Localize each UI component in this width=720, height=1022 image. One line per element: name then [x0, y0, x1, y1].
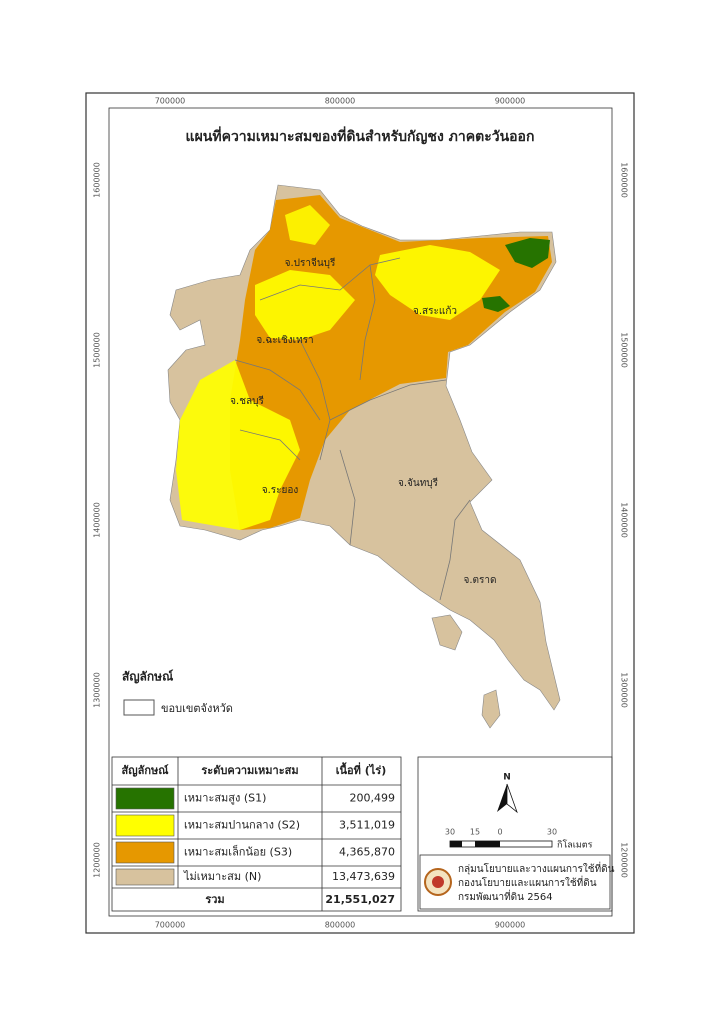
credit-line: กรมพัฒนาที่ดิน 2564	[458, 889, 553, 903]
x-grid-label: 800000	[325, 921, 356, 930]
island	[481, 689, 501, 729]
map: จ.ปราจีนบุรี จ.สระแก้ว จ.ฉะเชิงเทรา จ.ชล…	[167, 184, 561, 729]
scale-label: 15	[470, 828, 480, 837]
table-border	[111, 756, 402, 912]
province-label: จ.ชลบุรี	[230, 395, 264, 407]
y-grid-label: 1200000	[93, 842, 102, 878]
total-label: รวม	[205, 893, 224, 906]
province-label: จ.ฉะเชิงเทรา	[256, 335, 313, 346]
table-header: สัญลักษณ์	[122, 764, 170, 777]
north-arrow	[497, 784, 507, 812]
scale-unit: กิโลเมตร	[557, 840, 593, 851]
table-header: เนื้อที่ (ไร่)	[336, 762, 386, 777]
island	[431, 614, 463, 651]
y-grid-label: 1300000	[93, 672, 102, 708]
grid-labels: 700000 800000 900000 700000 800000 90000…	[93, 97, 629, 930]
province-label: จ.ตราด	[463, 575, 496, 586]
class-name: เหมาะสมปานกลาง (S2)	[184, 819, 300, 832]
y-grid-label: 1200000	[620, 842, 629, 878]
s2-zone	[285, 205, 330, 245]
province-label: จ.สระแก้ว	[413, 305, 457, 317]
y-grid-label: 1600000	[620, 162, 629, 198]
map-title: แผนที่ความเหมาะสมของที่ดินสำหรับกัญชง ภา…	[186, 126, 535, 145]
scale-label: 30	[445, 828, 455, 837]
s2-zone	[176, 360, 300, 530]
province-boundaries	[234, 257, 471, 601]
legend-swatch	[123, 699, 155, 716]
north-arrow	[506, 783, 518, 814]
agency-logo	[432, 876, 444, 888]
info-box	[417, 756, 613, 912]
x-grid-label: 800000	[325, 97, 356, 106]
legend-swatch	[115, 868, 175, 886]
y-grid-label: 1600000	[93, 162, 102, 198]
legend-label: ขอบเขตจังหวัด	[161, 702, 233, 715]
s1-zone	[482, 296, 510, 312]
s2-zone	[375, 245, 500, 320]
legend-swatch	[115, 841, 175, 864]
y-grid-label: 1300000	[620, 672, 629, 708]
y-grid-label: 1500000	[93, 332, 102, 368]
x-grid-label: 900000	[495, 921, 526, 930]
x-grid-label: 700000	[155, 921, 186, 930]
province-label: จ.จันทบุรี	[398, 477, 439, 489]
s1-zone	[505, 238, 550, 268]
total-area: 21,551,027	[325, 893, 395, 906]
legend-swatch	[115, 814, 175, 837]
credit-line: กองนโยบายและแผนการใช้ที่ดิน	[458, 875, 597, 889]
table-header: ระดับความเหมาะสม	[201, 764, 298, 777]
scale-segment	[450, 841, 462, 847]
scale-segment	[449, 840, 553, 848]
province-label: จ.ปราจีนบุรี	[285, 257, 336, 269]
north-label: N	[503, 773, 511, 783]
province-label: จ.ระยอง	[262, 485, 299, 496]
y-grid-label: 1400000	[620, 502, 629, 538]
scale-label: 0	[497, 828, 502, 837]
class-name: เหมาะสมเล็กน้อย (S3)	[184, 845, 292, 859]
legend-swatch	[115, 787, 175, 810]
suitability-table	[111, 756, 402, 912]
y-grid-label: 1400000	[93, 502, 102, 538]
credit-line: กลุ่มนโยบายและวางแผนการใช้ที่ดิน	[458, 861, 615, 875]
y-grid-label: 1500000	[620, 332, 629, 368]
class-area: 3,511,019	[339, 819, 395, 832]
credit-box	[419, 854, 611, 910]
s2-zone	[255, 270, 355, 340]
x-grid-label: 900000	[495, 97, 526, 106]
class-area: 200,499	[350, 792, 396, 805]
scale-bar	[449, 840, 553, 848]
legend-title: สัญลักษณ์	[122, 670, 173, 684]
scale-label: 30	[547, 828, 557, 837]
table-rows: เหมาะสมสูง (S1) 200,499 เหมาะสมปานกลาง (S2…	[115, 787, 396, 886]
class-name: ไม่เหมาะสม (N)	[183, 870, 261, 883]
class-name: เหมาะสมสูง (S1)	[184, 792, 266, 805]
class-area: 4,365,870	[339, 846, 395, 859]
x-grid-label: 700000	[155, 97, 186, 106]
class-area: 13,473,639	[332, 870, 395, 883]
scale-segment	[475, 841, 500, 847]
